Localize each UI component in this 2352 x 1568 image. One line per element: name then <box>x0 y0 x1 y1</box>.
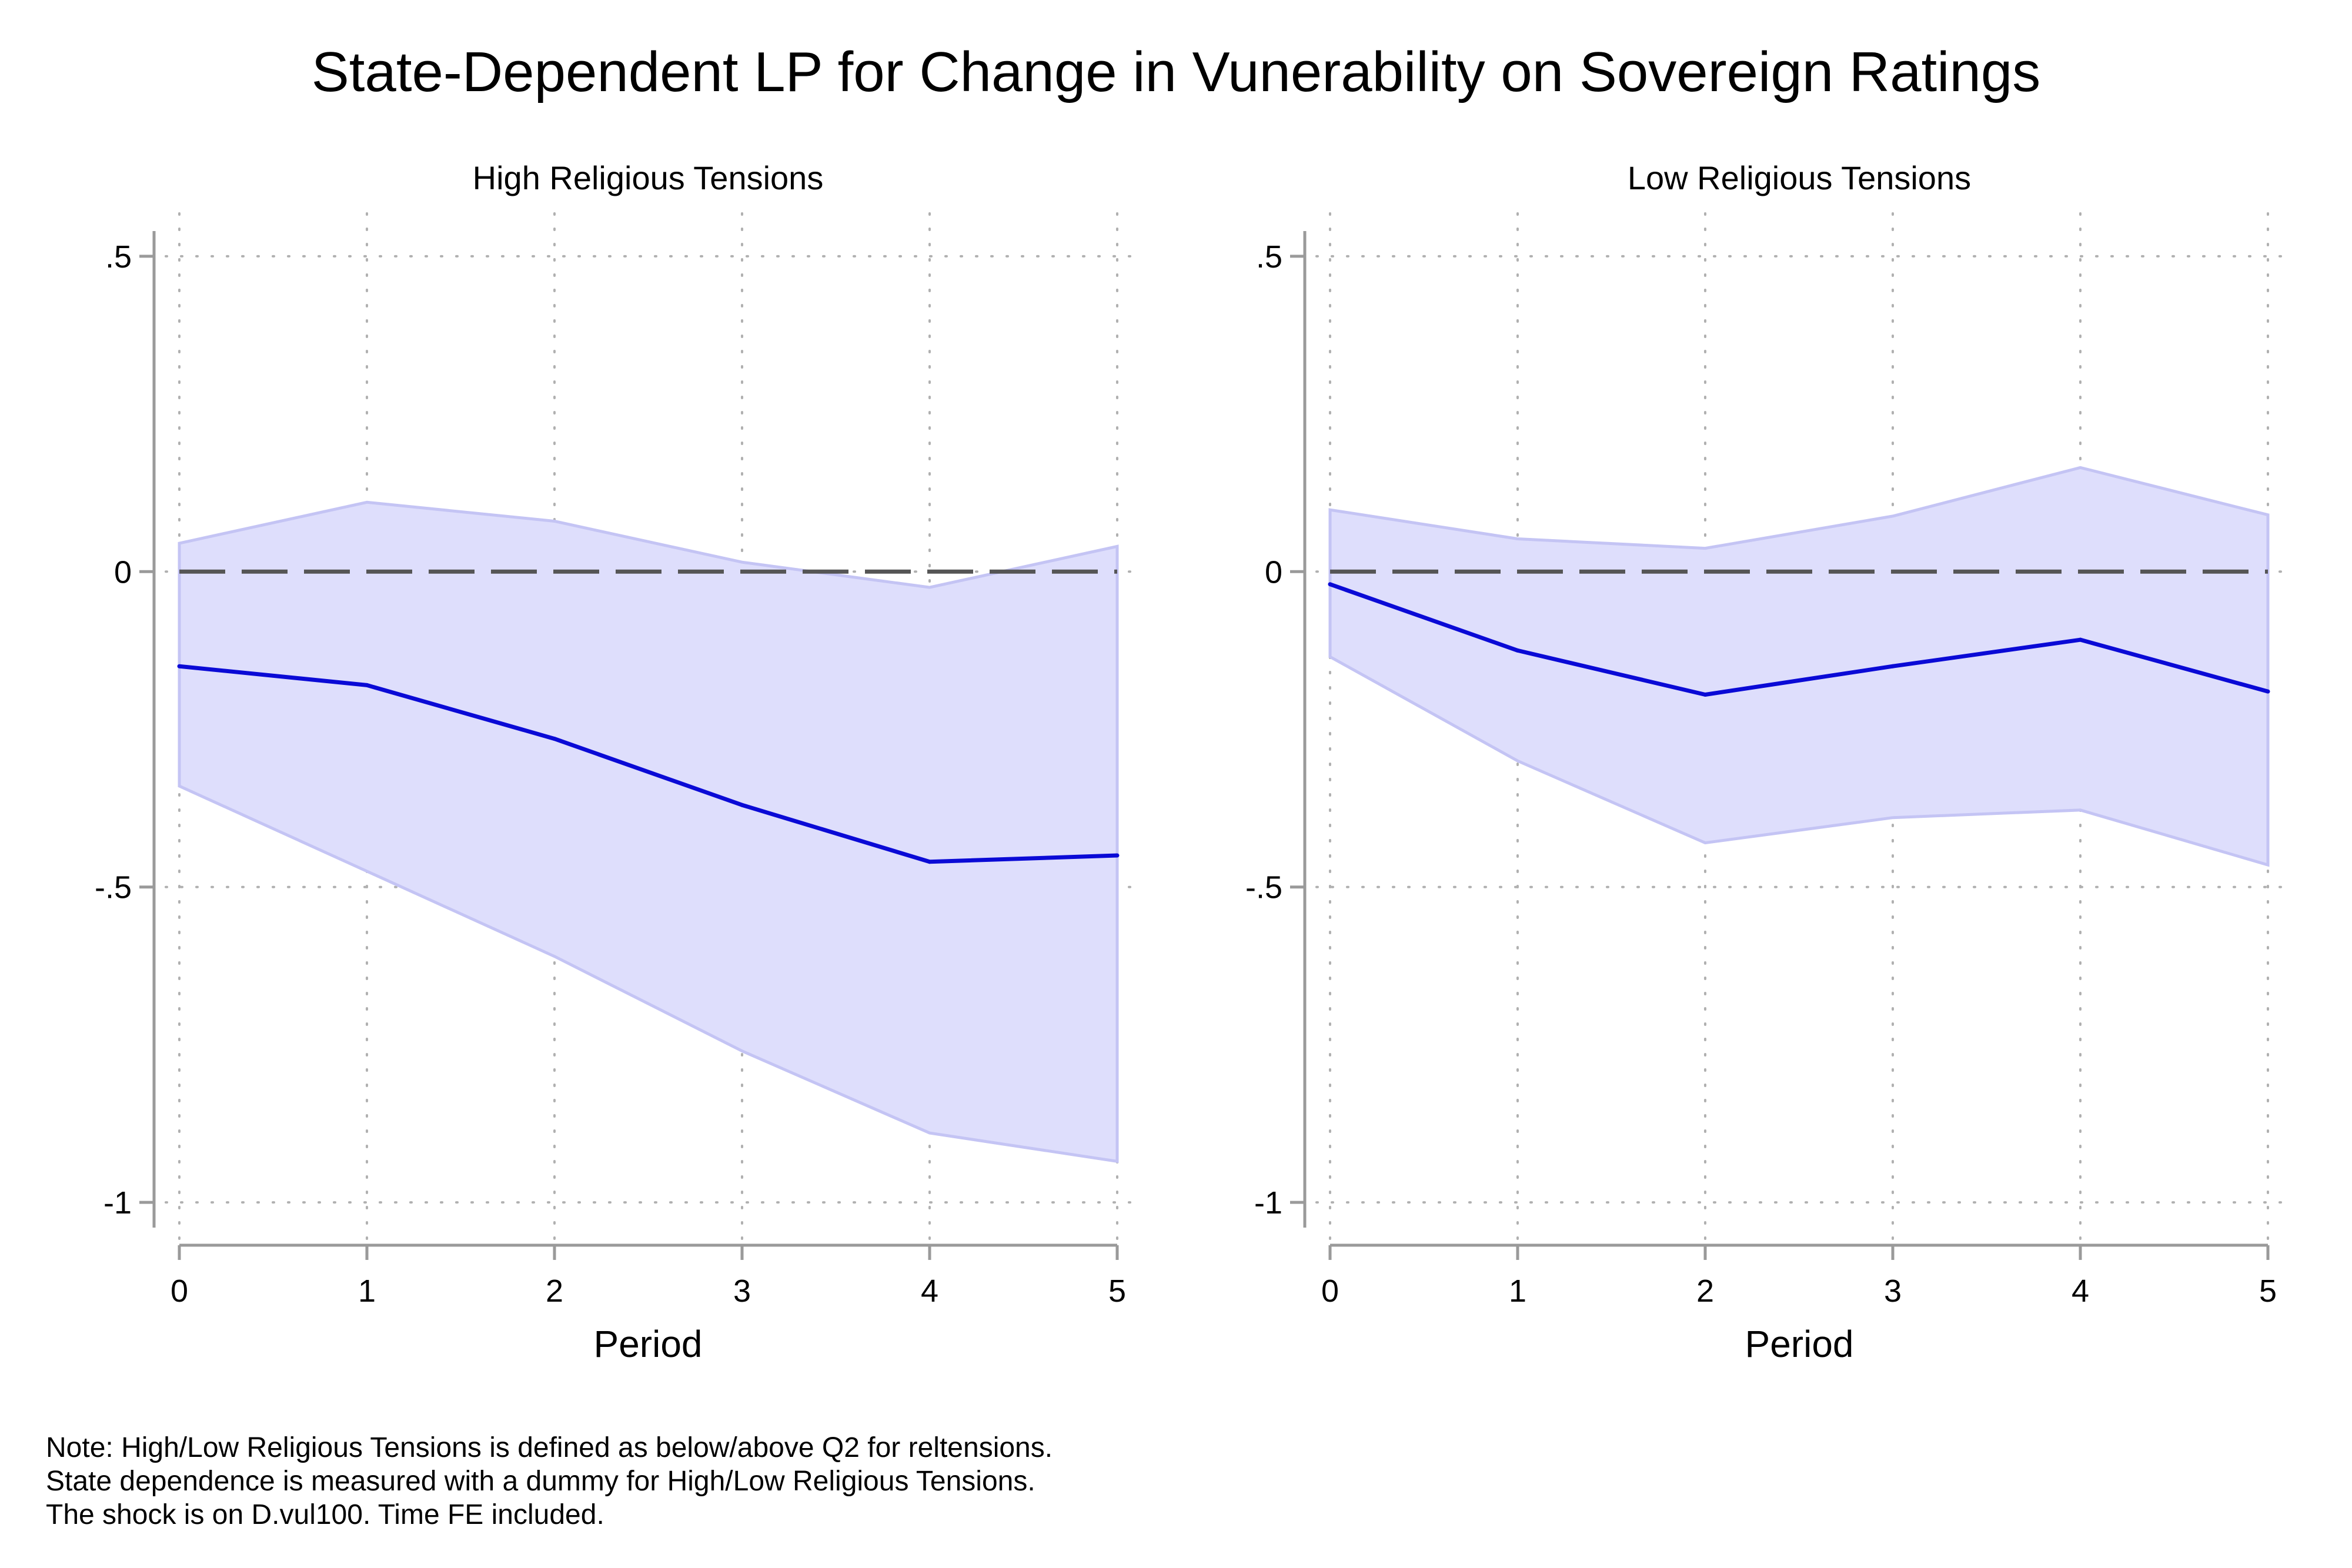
y-tick-label: -.5 <box>95 870 132 905</box>
panel-high-religious-tensions: .5 0 -.5 -1 0 1 2 3 4 5 High Religious Tensions Per… <box>95 159 1145 1365</box>
x-axis-label: Period <box>594 1323 703 1365</box>
estimate-point <box>1890 664 1895 668</box>
figure-title: State-Dependent LP for Change in Vunerab… <box>312 41 2041 103</box>
note-line-2: State dependence is measured with a dumm… <box>46 1466 1035 1497</box>
y-tick-label: -.5 <box>1245 870 1282 905</box>
confidence-band <box>1328 466 2270 867</box>
panel-low-religious-tensions: .5 0 -.5 -1 0 1 2 3 4 5 Low Religious Tensions Peri… <box>1245 159 2296 1365</box>
x-tick-label: 0 <box>171 1273 188 1309</box>
estimate-line <box>1329 582 2269 697</box>
x-tick-label: 4 <box>2072 1273 2089 1309</box>
x-tick-label: 5 <box>1108 1273 1126 1309</box>
x-axis-label: Period <box>1745 1323 1854 1365</box>
x-tick-label: 2 <box>546 1273 563 1309</box>
panel-title: High Religious Tensions <box>473 159 824 196</box>
panel-title: Low Religious Tensions <box>1628 159 1971 196</box>
estimate-point <box>552 737 557 741</box>
x-tick-label: 3 <box>733 1273 751 1309</box>
x-tick-label: 3 <box>1884 1273 1902 1309</box>
note-line-1: Note: High/Low Religious Tensions is def… <box>46 1432 1053 1463</box>
estimate-line <box>179 664 1118 864</box>
x-tick-label: 5 <box>2259 1273 2277 1309</box>
x-tick-label: 2 <box>1696 1273 1714 1309</box>
estimate-point <box>1515 648 1520 653</box>
y-tick-label: -1 <box>1254 1185 1282 1221</box>
note-line-3: The shock is on D.vul100. Time FE includ… <box>46 1499 604 1530</box>
estimate-point <box>2266 689 2270 694</box>
figure-note: Note: High/Low Religious Tensions is def… <box>46 1432 1053 1530</box>
x-tick-label: 0 <box>1321 1273 1339 1309</box>
estimate-point <box>1328 582 1332 587</box>
y-tick-label: 0 <box>114 554 132 590</box>
confidence-band <box>178 500 1119 1164</box>
estimate-point <box>927 860 932 864</box>
y-tick-label: 0 <box>1265 554 1282 590</box>
x-tick-label: 1 <box>358 1273 376 1309</box>
x-tick-label: 1 <box>1509 1273 1526 1309</box>
y-tick-label: .5 <box>1256 239 1282 275</box>
estimate-point <box>1115 853 1120 858</box>
y-tick-label: -1 <box>103 1185 132 1221</box>
estimate-point <box>2078 637 2083 642</box>
y-tick-label: .5 <box>105 239 132 275</box>
estimate-point <box>177 664 182 668</box>
estimate-point <box>740 803 744 807</box>
estimate-point <box>365 683 369 687</box>
x-tick-label: 4 <box>921 1273 938 1309</box>
estimate-point <box>1703 692 1708 697</box>
